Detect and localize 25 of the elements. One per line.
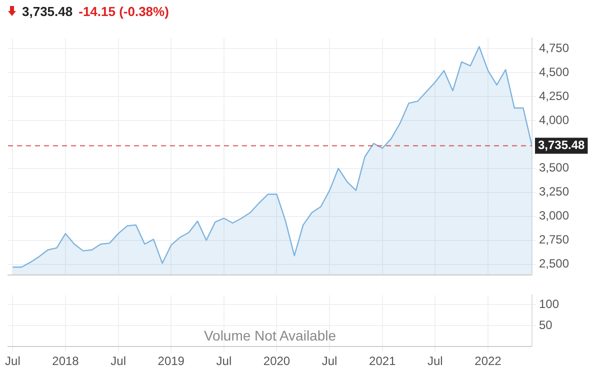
chart-subtitle: -14.15 (-0.38%) <box>78 4 169 18</box>
y-tick-label: 2,750 <box>539 232 570 247</box>
x-tick-label: Jul <box>110 354 126 368</box>
x-tick-label: 2021 <box>369 354 396 368</box>
y-tick-label: 100 <box>539 296 560 311</box>
y-tick-label: 4,250 <box>539 88 570 103</box>
x-tick-label: 2020 <box>263 354 290 368</box>
y-tick-label: 2,500 <box>539 256 570 271</box>
y-tick-label: 50 <box>539 318 553 332</box>
y-tick-label: 4,750 <box>539 40 570 55</box>
x-tick-label: Jul <box>428 354 443 368</box>
x-tick-label: Jul <box>216 354 232 368</box>
annotation: Volume Not Available <box>204 327 336 344</box>
x-tick-label: Jul <box>322 354 338 368</box>
x-tick-label: 2019 <box>158 354 185 368</box>
x-tick-label: Jul <box>5 354 20 368</box>
y-tick-label: 3,250 <box>539 184 570 199</box>
chart-title: 3,735.48 <box>22 4 73 18</box>
y-tick-label: 3,500 <box>539 160 570 175</box>
x-tick-label: 2022 <box>474 354 502 368</box>
y-tick-label: 4,500 <box>539 64 570 79</box>
x-tick-label: 2018 <box>52 354 80 368</box>
y-tick-label: 4,000 <box>539 112 570 127</box>
ref-line-label: 3,735.48 <box>538 138 586 152</box>
y-tick-label: 3,000 <box>539 208 570 223</box>
